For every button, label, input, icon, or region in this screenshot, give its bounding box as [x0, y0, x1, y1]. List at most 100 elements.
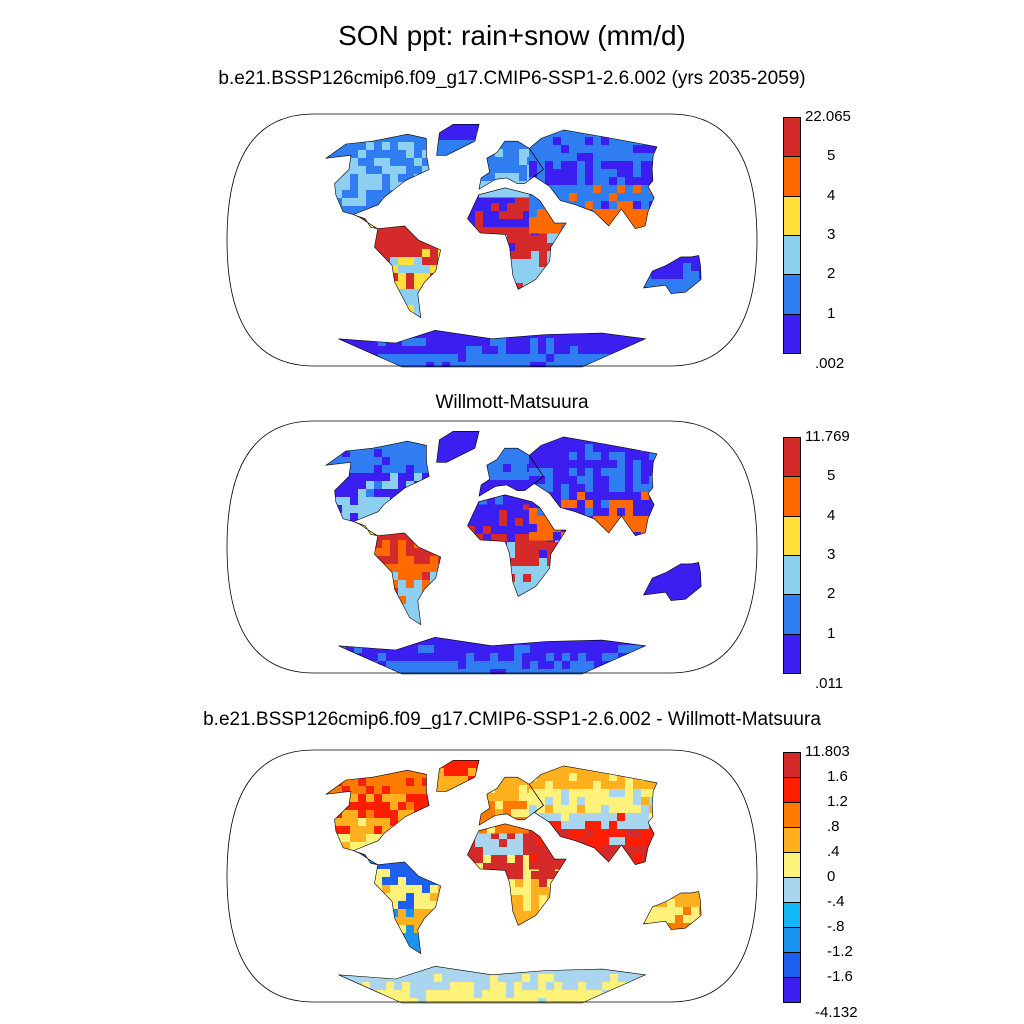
- map-cell: [625, 193, 634, 202]
- map-cell: [667, 586, 676, 595]
- map-cell: [538, 990, 547, 999]
- map-cell: [563, 590, 572, 599]
- map-cell: [522, 998, 531, 1003]
- map-cell: [577, 145, 586, 154]
- map-cell: [475, 582, 484, 591]
- map-cell: [370, 645, 379, 654]
- map-cell: [511, 480, 520, 489]
- map-cell: [553, 225, 562, 234]
- map-cell: [699, 570, 702, 579]
- map-cell: [346, 346, 355, 355]
- map-cell: [406, 182, 415, 191]
- map-cell: [569, 129, 578, 138]
- map-cell: [374, 917, 383, 926]
- map-cell: [406, 925, 415, 934]
- map-cell: [601, 805, 610, 814]
- map-cell: [633, 177, 642, 186]
- map-cell: [422, 564, 431, 573]
- map-cell: [570, 637, 579, 646]
- map-cell: [529, 789, 538, 798]
- map-cell: [641, 476, 650, 485]
- map-cell: [593, 452, 602, 461]
- map-cell: [569, 781, 578, 790]
- map-cell: [625, 765, 634, 774]
- map-cell: [444, 768, 453, 777]
- map-cell: [555, 251, 564, 260]
- map-cell: [545, 161, 554, 170]
- map-cell: [633, 436, 642, 445]
- map-cell: [479, 181, 488, 190]
- map-cell: [594, 982, 603, 991]
- map-cell: [483, 283, 492, 292]
- map-cell: [422, 489, 431, 498]
- map-cell: [390, 818, 399, 827]
- map-cell: [633, 500, 642, 509]
- map-cell: [438, 572, 447, 581]
- map-cell: [444, 760, 453, 769]
- map-cell: [561, 516, 570, 525]
- map-cell: [366, 786, 375, 795]
- map-cell: [515, 251, 524, 260]
- map-cell: [390, 877, 399, 886]
- map-cell: [553, 765, 562, 774]
- map-cell: [487, 809, 496, 818]
- map-cell: [593, 781, 602, 790]
- map-cell: [507, 550, 516, 559]
- map-cell: [561, 161, 570, 170]
- map-cell: [390, 489, 399, 498]
- map-cell: [601, 813, 610, 822]
- map-cell: [422, 556, 431, 565]
- map-cell: [377, 850, 386, 859]
- map-cell: [495, 472, 504, 481]
- map-cell: [475, 227, 484, 236]
- map-cell: [362, 661, 371, 670]
- map-cell: [562, 990, 571, 999]
- map-cell: [342, 505, 351, 514]
- map-cell: [585, 837, 594, 846]
- map-cell: [468, 784, 477, 793]
- map-cell: [593, 524, 602, 533]
- map-cell: [436, 124, 445, 133]
- colorbar-swatch: [783, 476, 801, 517]
- map-cell: [503, 480, 512, 489]
- map-cell: [657, 161, 666, 170]
- map-cell: [569, 444, 578, 453]
- map-cell: [593, 444, 602, 453]
- map-cell: [609, 436, 618, 445]
- map-cell: [539, 243, 548, 252]
- map-cell: [342, 182, 351, 191]
- map-cell: [601, 765, 610, 774]
- map-cell: [519, 173, 528, 182]
- map-cell: [511, 165, 520, 174]
- map-cell: [538, 982, 547, 991]
- map-cell: [507, 879, 516, 888]
- map-cell: [659, 279, 668, 288]
- map-cell: [609, 861, 618, 870]
- map-cell: [569, 452, 578, 461]
- map-cell: [642, 982, 651, 991]
- map-cell: [522, 338, 531, 347]
- map-cell: [434, 990, 443, 999]
- map-cell: [675, 279, 684, 288]
- map-cell: [358, 465, 367, 474]
- map-cell: [366, 150, 375, 159]
- map-cell: [354, 645, 363, 654]
- map-cell: [555, 574, 564, 583]
- map-cell: [531, 903, 540, 912]
- map-cell: [495, 173, 504, 182]
- map-cell: [450, 354, 459, 363]
- map-cell: [659, 594, 668, 603]
- map-cell: [515, 839, 524, 848]
- map-cell: [691, 891, 700, 900]
- map-cell: [529, 508, 538, 517]
- map-cell: [514, 346, 523, 355]
- map-cell: [326, 473, 335, 482]
- map-cell: [334, 150, 343, 159]
- map-cell: [659, 915, 668, 924]
- map-cell: [382, 588, 391, 597]
- map-cell: [475, 219, 484, 228]
- map-cell: [507, 839, 516, 848]
- map-cell: [610, 982, 619, 991]
- map-cell: [366, 465, 375, 474]
- map-cell: [529, 145, 538, 154]
